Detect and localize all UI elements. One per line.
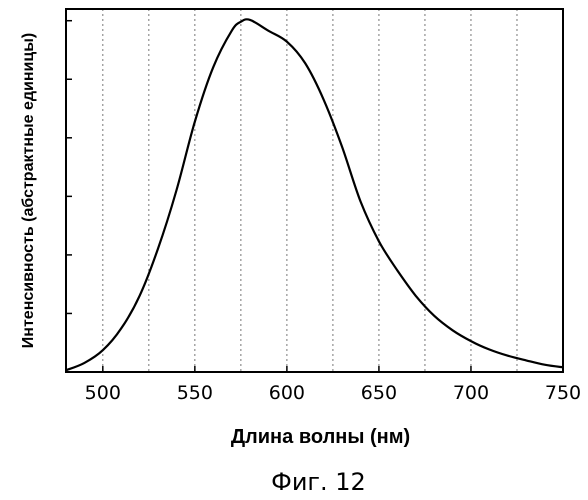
axis-ticks: 500 550 600 650 700 750 [66, 21, 581, 404]
plot-frame [66, 9, 563, 372]
x-tick-label: 600 [269, 382, 305, 404]
x-tick-label: 500 [85, 382, 121, 404]
x-tick-label: 550 [177, 382, 213, 404]
figure-caption: Фиг. 12 [271, 468, 366, 496]
x-tick-label: 650 [361, 382, 397, 404]
y-axis-title: Интенсивность (абстрактные единицы) [20, 33, 37, 348]
x-tick-label: 700 [453, 382, 489, 404]
grid-lines [103, 9, 517, 372]
x-axis-title: Длина волны (нм) [231, 426, 410, 448]
plot-area [66, 19, 563, 370]
spectrum-line [66, 19, 563, 370]
x-tick-label: 750 [545, 382, 581, 404]
